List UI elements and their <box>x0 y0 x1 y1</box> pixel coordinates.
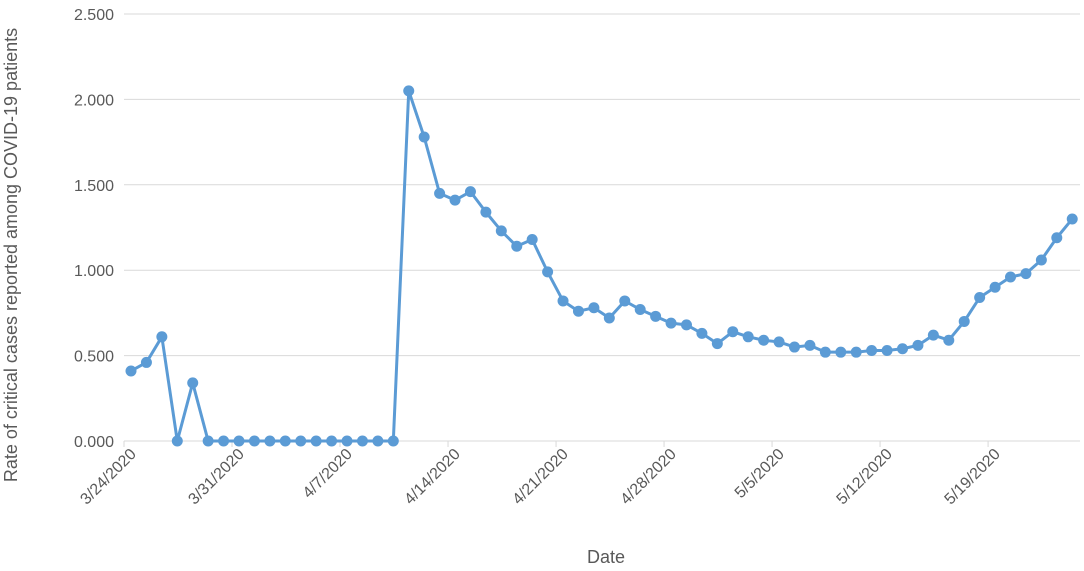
point <box>542 266 554 278</box>
y-tick-label: 1.000 <box>74 263 114 280</box>
point <box>403 85 415 97</box>
point <box>603 312 615 324</box>
point <box>819 346 831 358</box>
point <box>495 225 507 237</box>
point <box>650 310 662 322</box>
x-tick-label: 3/24/2020 <box>77 446 139 508</box>
point <box>387 435 399 447</box>
point <box>696 327 708 339</box>
y-tick-label: 2.500 <box>74 7 114 24</box>
point <box>850 346 862 358</box>
point <box>326 435 338 447</box>
point <box>1066 213 1078 225</box>
point <box>773 336 785 348</box>
point <box>464 186 476 198</box>
point <box>619 295 631 307</box>
point <box>279 435 291 447</box>
point <box>927 329 939 341</box>
point <box>434 187 446 199</box>
x-tick-label: 4/21/2020 <box>510 446 572 508</box>
y-tick-label: 1.500 <box>74 178 114 195</box>
point <box>295 435 307 447</box>
line <box>130 89 1074 443</box>
point <box>788 341 800 353</box>
point <box>218 435 230 447</box>
point <box>125 365 137 377</box>
y-tick-label: 2.000 <box>74 92 114 109</box>
x-tick-label: 5/12/2020 <box>834 446 896 508</box>
y-axis-label: Rate of critical cases reported among CO… <box>1 27 21 483</box>
point <box>356 435 368 447</box>
point <box>742 331 754 343</box>
point <box>511 240 523 252</box>
point <box>665 317 677 329</box>
point <box>372 435 384 447</box>
point <box>912 339 924 351</box>
point <box>1005 271 1017 283</box>
point <box>449 194 461 206</box>
point <box>727 326 739 338</box>
x-tick-label: 5/5/2020 <box>732 446 788 502</box>
point <box>526 233 538 245</box>
point <box>156 331 168 343</box>
point <box>958 315 970 327</box>
point <box>897 343 908 355</box>
point <box>418 131 430 143</box>
point <box>943 334 955 346</box>
point <box>310 435 322 447</box>
point <box>758 334 770 346</box>
point <box>233 435 245 447</box>
point <box>140 356 152 368</box>
point <box>634 303 646 315</box>
point <box>680 319 692 331</box>
point <box>248 435 260 447</box>
point <box>1020 268 1032 280</box>
point <box>835 346 847 358</box>
x-tick-label: 4/7/2020 <box>300 446 356 502</box>
point <box>202 435 214 447</box>
point <box>588 302 600 314</box>
y-tick-label: 0.500 <box>74 349 114 366</box>
point <box>711 338 723 350</box>
point <box>866 344 878 356</box>
x-tick-label: 5/19/2020 <box>942 446 1004 508</box>
point <box>264 435 276 447</box>
point <box>557 295 569 307</box>
point <box>804 339 816 351</box>
point <box>974 292 986 304</box>
x-tick-label: 3/31/2020 <box>185 446 247 508</box>
point <box>171 435 183 447</box>
point <box>1035 254 1047 266</box>
point <box>1051 232 1063 244</box>
point <box>187 377 199 389</box>
point <box>989 281 1001 293</box>
y-tick-label: 0.000 <box>74 434 114 451</box>
x-tick-label: 4/14/2020 <box>402 446 464 508</box>
x-axis-label: Date <box>587 547 625 567</box>
point <box>572 305 584 317</box>
point <box>480 206 492 218</box>
point <box>881 344 893 356</box>
point <box>341 435 353 447</box>
x-tick-label: 4/28/2020 <box>618 446 680 508</box>
